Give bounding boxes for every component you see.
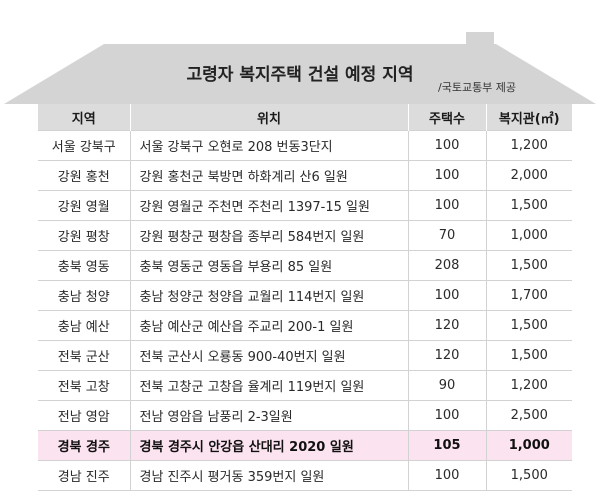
roof-shape: [4, 44, 596, 104]
cell-region: 충남 예산: [38, 310, 130, 341]
cell-houses: 105: [407, 430, 486, 461]
cell-location: 강원 평창군 평창읍 종부리 584번지 일원: [129, 220, 408, 251]
page-title: 고령자 복지주택 건설 예정 지역: [186, 65, 414, 85]
cell-region: 전남 영암: [38, 400, 130, 431]
table-row: 경남 진주 경남 진주시 평거동 359번지 일원 100 1,500: [38, 460, 572, 491]
table-row: 서울 강북구 서울 강북구 오현로 208 번동3단지 100 1,200: [38, 130, 572, 161]
table-row: 강원 평창 강원 평창군 평창읍 종부리 584번지 일원 70 1,000: [38, 220, 572, 251]
table-row: 충북 영동 충북 영동군 영동읍 부용리 85 일원 208 1,500: [38, 250, 572, 281]
cell-area: 1,000: [485, 430, 572, 461]
source-credit: /국토교통부 제공: [438, 81, 517, 94]
cell-area: 1,700: [485, 280, 572, 311]
cell-region: 전북 군산: [38, 340, 130, 371]
cell-houses: 208: [407, 250, 486, 281]
cell-region: 강원 홍천: [38, 160, 130, 191]
cell-houses: 90: [407, 370, 486, 401]
table-row: 전북 고창 전북 고창군 고창읍 율계리 119번지 일원 90 1,200: [38, 370, 572, 401]
table-row: 충남 예산 충남 예산군 예산읍 주교리 200-1 일원 120 1,500: [38, 310, 572, 341]
cell-area: 1,000: [485, 220, 572, 251]
cell-houses: 100: [407, 130, 486, 161]
cell-houses: 70: [407, 220, 486, 251]
column-header-area: 복지관(㎡): [485, 104, 572, 131]
cell-location: 경북 경주시 안강읍 산대리 2020 일원: [129, 430, 408, 461]
cell-location: 경남 진주시 평거동 359번지 일원: [129, 460, 408, 491]
infographic: 고령자 복지주택 건설 예정 지역 /국토교통부 제공 지역 위치 주택수 복지…: [4, 32, 596, 491]
table-row: 전북 군산 전북 군산시 오룡동 900-40번지 일원 120 1,500: [38, 340, 572, 371]
cell-area: 1,500: [485, 190, 572, 221]
column-header-location: 위치: [129, 104, 408, 131]
cell-houses: 120: [407, 310, 486, 341]
housing-sites-table: 지역 위치 주택수 복지관(㎡) 서울 강북구 서울 강북구 오현로 208 번동…: [38, 104, 572, 491]
table-row: 전남 영암 전남 영암읍 남풍리 2-3일원 100 2,500: [38, 400, 572, 431]
cell-location: 서울 강북구 오현로 208 번동3단지: [129, 130, 408, 161]
cell-houses: 100: [407, 160, 486, 191]
cell-houses: 100: [407, 400, 486, 431]
cell-location: 전남 영암읍 남풍리 2-3일원: [129, 400, 408, 431]
cell-region: 충북 영동: [38, 250, 130, 281]
cell-location: 충남 예산군 예산읍 주교리 200-1 일원: [129, 310, 408, 341]
cell-region: 경남 진주: [38, 460, 130, 491]
cell-region: 강원 영월: [38, 190, 130, 221]
cell-location: 전북 군산시 오룡동 900-40번지 일원: [129, 340, 408, 371]
cell-area: 1,200: [485, 370, 572, 401]
cell-houses: 100: [407, 280, 486, 311]
table-row: 충남 청양 충남 청양군 청양읍 교월리 114번지 일원 100 1,700: [38, 280, 572, 311]
cell-houses: 120: [407, 340, 486, 371]
cell-area: 2,500: [485, 400, 572, 431]
cell-houses: 100: [407, 190, 486, 221]
house-roof-graphic: [4, 32, 596, 104]
cell-location: 강원 홍천군 북방면 하화계리 산6 일원: [129, 160, 408, 191]
cell-area: 2,000: [485, 160, 572, 191]
cell-region: 경북 경주: [38, 430, 130, 461]
cell-region: 전북 고창: [38, 370, 130, 401]
cell-area: 1,500: [485, 460, 572, 491]
cell-location: 충남 청양군 청양읍 교월리 114번지 일원: [129, 280, 408, 311]
table-row-highlighted: 경북 경주 경북 경주시 안강읍 산대리 2020 일원 105 1,000: [38, 430, 572, 461]
cell-area: 1,200: [485, 130, 572, 161]
cell-houses: 100: [407, 460, 486, 491]
table-row: 강원 홍천 강원 홍천군 북방면 하화계리 산6 일원 100 2,000: [38, 160, 572, 191]
cell-area: 1,500: [485, 250, 572, 281]
cell-region: 서울 강북구: [38, 130, 130, 161]
cell-location: 강원 영월군 주천면 주천리 1397-15 일원: [129, 190, 408, 221]
table-row: 강원 영월 강원 영월군 주천면 주천리 1397-15 일원 100 1,500: [38, 190, 572, 221]
cell-location: 충북 영동군 영동읍 부용리 85 일원: [129, 250, 408, 281]
cell-location: 전북 고창군 고창읍 율계리 119번지 일원: [129, 370, 408, 401]
table-header-row: 지역 위치 주택수 복지관(㎡): [38, 104, 572, 131]
column-header-houses: 주택수: [407, 104, 486, 131]
cell-region: 강원 평창: [38, 220, 130, 251]
cell-region: 충남 청양: [38, 280, 130, 311]
column-header-region: 지역: [38, 104, 130, 131]
cell-area: 1,500: [485, 340, 572, 371]
cell-area: 1,500: [485, 310, 572, 341]
